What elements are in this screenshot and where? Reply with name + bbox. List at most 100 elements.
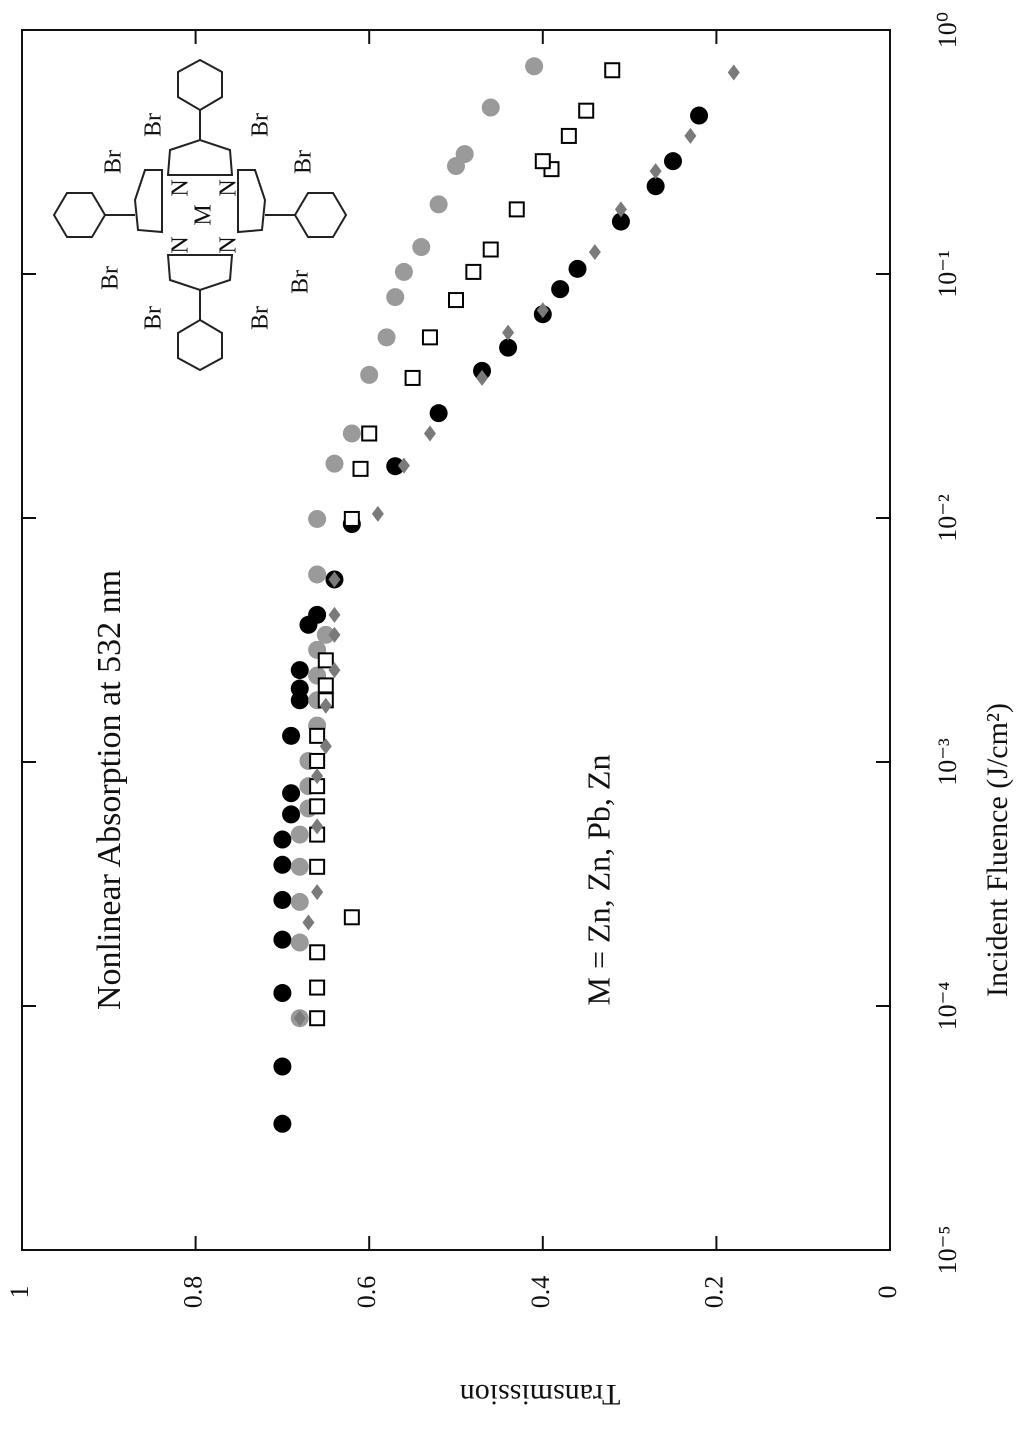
data-point <box>360 365 379 384</box>
data-point <box>342 424 361 443</box>
data-point <box>328 606 341 623</box>
molecule-label: Br <box>141 113 167 137</box>
data-point <box>311 884 324 901</box>
data-point <box>273 930 292 949</box>
data-point <box>397 457 410 474</box>
molecule-label: Br <box>141 306 167 330</box>
data-point <box>423 425 436 442</box>
x-tick-label: 10⁻³ <box>933 738 962 786</box>
data-point <box>309 1010 326 1027</box>
x-tick-label: 10⁻⁴ <box>933 982 962 1031</box>
bond <box>237 169 267 234</box>
data-point <box>455 145 474 164</box>
molecule-label: N <box>168 236 194 253</box>
data-point <box>309 727 326 744</box>
molecule-label: Br <box>101 150 127 174</box>
data-point <box>273 890 292 909</box>
data-point <box>386 288 405 307</box>
data-point <box>536 302 549 319</box>
data-point <box>290 857 309 876</box>
phenyl <box>177 58 223 112</box>
data-point <box>465 263 482 280</box>
data-point <box>568 259 587 278</box>
data-point <box>611 212 630 231</box>
data-point <box>290 679 309 698</box>
data-point <box>302 914 315 931</box>
data-point <box>309 979 326 996</box>
data-point <box>308 565 327 584</box>
data-point <box>311 818 324 835</box>
data-point <box>308 509 327 528</box>
data-point <box>421 329 438 346</box>
data-point <box>328 626 341 643</box>
data-point <box>727 64 740 81</box>
data-point <box>325 454 344 473</box>
y-tick-label: 0.8 <box>179 1276 208 1309</box>
data-point <box>412 238 431 257</box>
data-point <box>361 425 378 442</box>
data-point <box>476 369 489 386</box>
x-tick-label: 10⁻⁵ <box>933 1226 962 1275</box>
y-tick-label: 0.4 <box>526 1276 555 1309</box>
molecule-label: Br <box>291 150 317 174</box>
data-point <box>273 1057 292 1076</box>
phenyl <box>177 318 223 372</box>
data-point <box>319 697 332 714</box>
data-point <box>308 605 327 624</box>
molecule-structure <box>52 58 348 372</box>
x-tick-label: 10⁰ <box>933 12 962 48</box>
data-point <box>578 102 595 119</box>
data-point <box>551 280 570 299</box>
data-point <box>282 805 301 824</box>
data-point <box>273 984 292 1003</box>
data-point <box>343 909 360 926</box>
data-point <box>273 830 292 849</box>
y-axis-label: Transmission <box>460 1378 621 1411</box>
data-point <box>328 662 341 679</box>
x-tick-label: 10⁻² <box>933 494 962 542</box>
data-point <box>482 241 499 258</box>
phenyl <box>52 192 107 238</box>
molecule-label: N <box>216 236 242 253</box>
molecule-label: Br <box>288 270 314 294</box>
data-point <box>429 404 448 423</box>
data-point <box>525 57 544 76</box>
y-tick-label: 0.6 <box>352 1276 381 1309</box>
data-point <box>377 328 396 347</box>
data-point <box>293 1010 306 1027</box>
data-point <box>481 98 500 117</box>
data-point <box>319 738 332 755</box>
molecule-label: N <box>168 179 194 196</box>
data-point <box>316 625 335 644</box>
data-point <box>290 933 309 952</box>
data-point <box>604 62 621 79</box>
x-tick-label: 10⁻¹ <box>933 250 962 298</box>
data-point <box>311 768 324 785</box>
data-point <box>508 201 525 218</box>
bond <box>133 169 163 234</box>
molecule-label: Br <box>98 266 124 290</box>
molecule-label: Br <box>248 113 274 137</box>
data-point <box>309 752 326 769</box>
data-point <box>290 892 309 911</box>
data-point <box>386 457 405 476</box>
data-point <box>499 338 518 357</box>
y-tick-label: 1 <box>5 1286 34 1299</box>
data-point <box>429 195 448 214</box>
data-point <box>448 292 464 309</box>
annotation: M = Zn, Zn, Pb, Zn <box>580 755 616 1006</box>
bond <box>166 138 234 176</box>
data-point <box>328 571 341 588</box>
phenyl <box>293 192 348 238</box>
data-point <box>394 262 413 281</box>
data-point <box>404 369 421 386</box>
data-point <box>309 944 326 961</box>
molecule-label: Br <box>248 306 274 330</box>
bond <box>166 254 234 292</box>
y-tick-label: 0.2 <box>699 1276 728 1309</box>
data-point <box>343 510 360 527</box>
data-point <box>690 106 709 125</box>
data-point <box>282 784 301 803</box>
data-point <box>371 505 384 522</box>
data-point <box>282 726 301 745</box>
